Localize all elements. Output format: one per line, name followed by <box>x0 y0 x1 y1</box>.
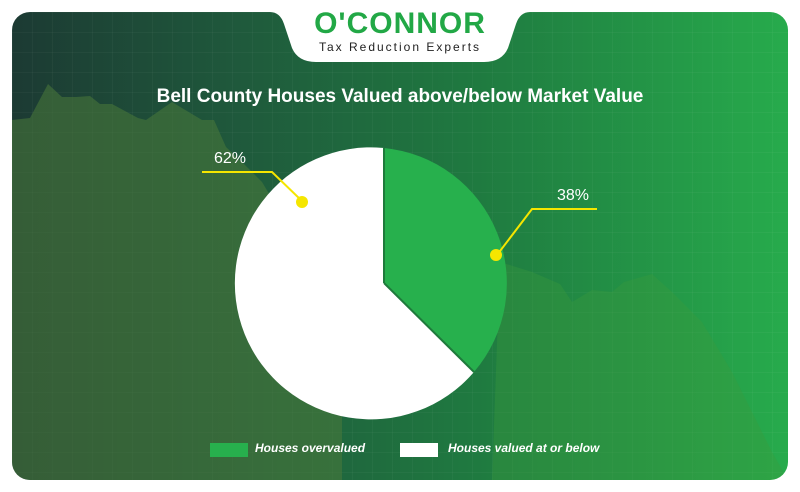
brand-tagline: Tax Reduction Experts <box>318 40 482 54</box>
callout-38 <box>496 208 597 256</box>
brand-logo: O'CONNOR <box>314 7 486 40</box>
callout-62 <box>202 171 303 202</box>
legend-label-valued-at-or-below: Houses valued at or below <box>448 441 600 455</box>
callout-dot-62 <box>296 196 308 208</box>
legend-swatch-valued-at-or-below <box>400 443 438 457</box>
logo-tab <box>250 0 550 62</box>
mountain-silhouette <box>12 84 788 480</box>
chart-title: Bell County Houses Valued above/below Ma… <box>156 86 644 107</box>
label-38-percent: 38% <box>557 187 590 204</box>
label-62-percent: 62% <box>214 150 247 167</box>
slice-overvalued[interactable] <box>384 148 507 372</box>
legend-swatch-overvalued <box>210 443 248 457</box>
callout-dot-38 <box>490 249 502 261</box>
slice-valued-at-or-below[interactable] <box>234 147 474 420</box>
legend-label-overvalued: Houses overvalued <box>255 441 366 455</box>
